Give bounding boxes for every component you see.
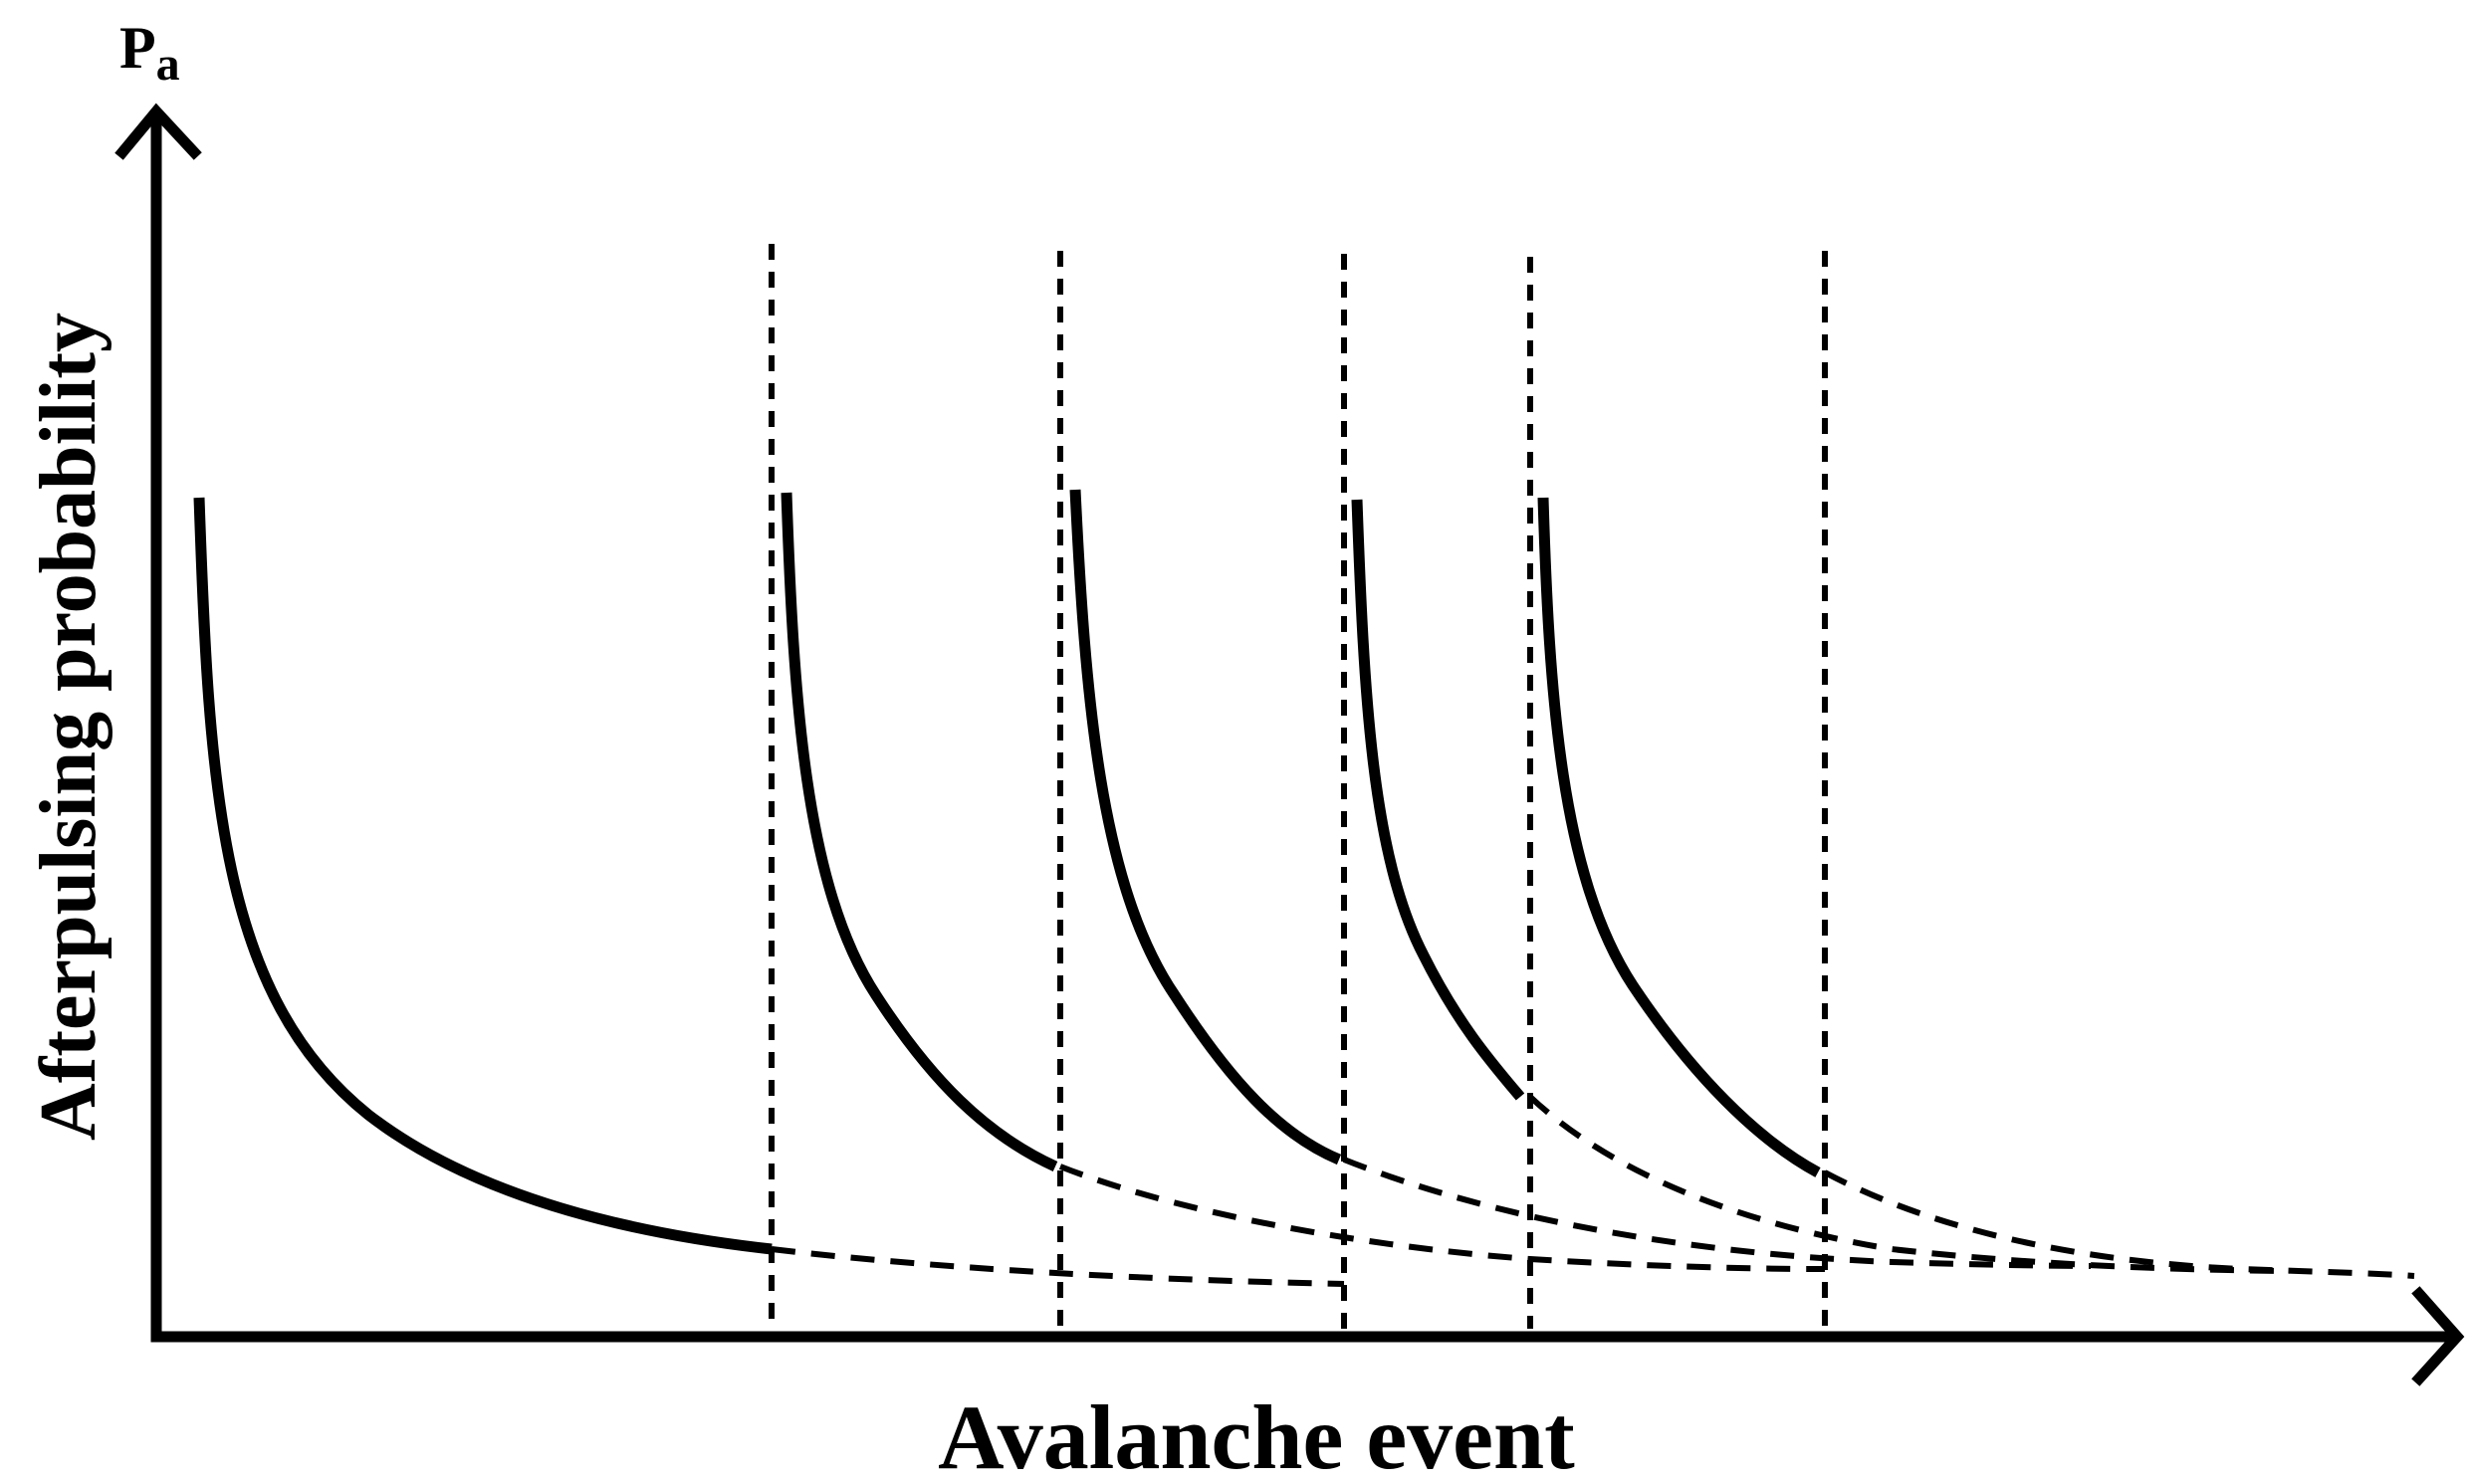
- continuation-curve-3: [1342, 1157, 2092, 1269]
- y-axis-symbol-subscript: a: [156, 38, 180, 91]
- continuation-curve-4: [1527, 1094, 2291, 1274]
- decay-curve-1: [193, 497, 773, 1255]
- avalanche-markers: [769, 244, 1828, 1329]
- continuation-curve-5: [1823, 1169, 2415, 1279]
- continuation-curve-1: [771, 1246, 1345, 1287]
- x-axis-arrowhead: [2411, 1286, 2465, 1386]
- decay-curve-3: [1069, 489, 1342, 1166]
- decay-curve-4: [1351, 499, 1525, 1101]
- decay-curves: [193, 489, 1821, 1255]
- continuation-curve-2: [1058, 1164, 1826, 1272]
- y-axis-arrowhead: [114, 103, 202, 160]
- decay-curve-5: [1537, 497, 1821, 1177]
- y-axis-symbol: Pa: [119, 15, 180, 91]
- y-axis-symbol-main: P: [119, 15, 156, 81]
- y-axis-label: Afterpulsing probability: [25, 313, 112, 1141]
- x-axis-label: Avalanche event: [938, 1386, 1575, 1484]
- continuation-curves: [771, 1094, 2415, 1287]
- decay-curve-2: [781, 492, 1058, 1172]
- axes: [114, 103, 2465, 1386]
